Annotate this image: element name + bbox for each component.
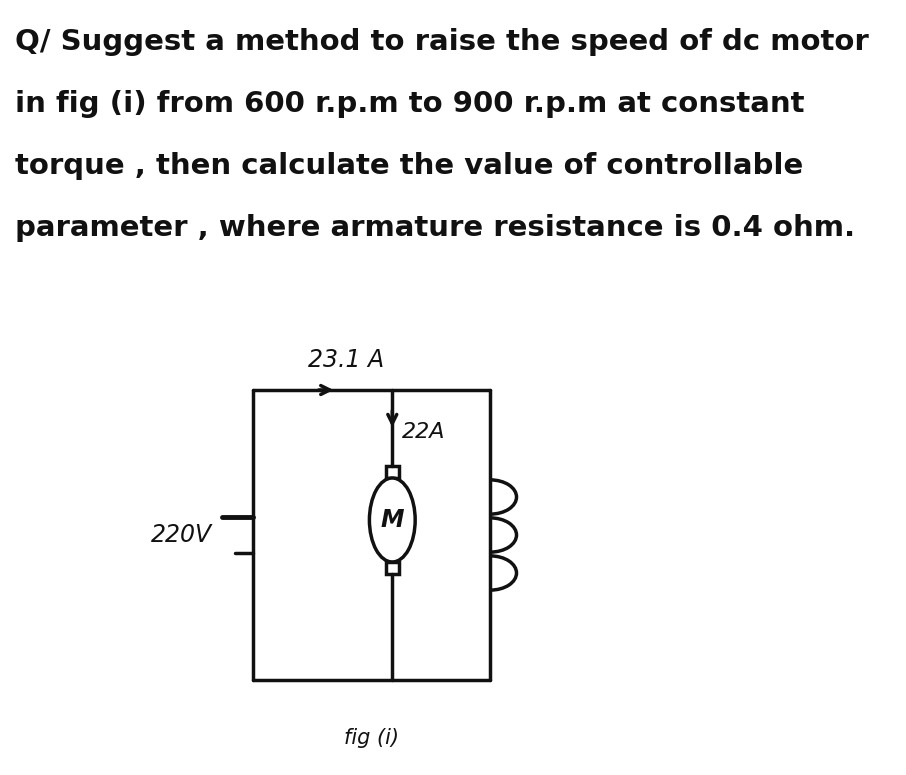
Bar [386,562,399,574]
Bar [386,466,399,478]
Text: 220V: 220V [151,523,213,547]
Text: in fig (i) from 600 r.p.m to 900 r.p.m at constant: in fig (i) from 600 r.p.m to 900 r.p.m a… [14,90,805,118]
Ellipse shape [370,478,415,562]
Text: 23.1 A: 23.1 A [308,348,384,372]
Text: M: M [381,508,404,532]
Text: parameter , where armature resistance is 0.4 ohm.: parameter , where armature resistance is… [14,214,855,242]
Text: 22A: 22A [402,422,446,442]
Text: torque , then calculate the value of controllable: torque , then calculate the value of con… [14,152,803,180]
Text: Q/ Suggest a method to raise the speed of dc motor: Q/ Suggest a method to raise the speed o… [14,28,869,56]
Text: fig (i): fig (i) [344,728,400,748]
